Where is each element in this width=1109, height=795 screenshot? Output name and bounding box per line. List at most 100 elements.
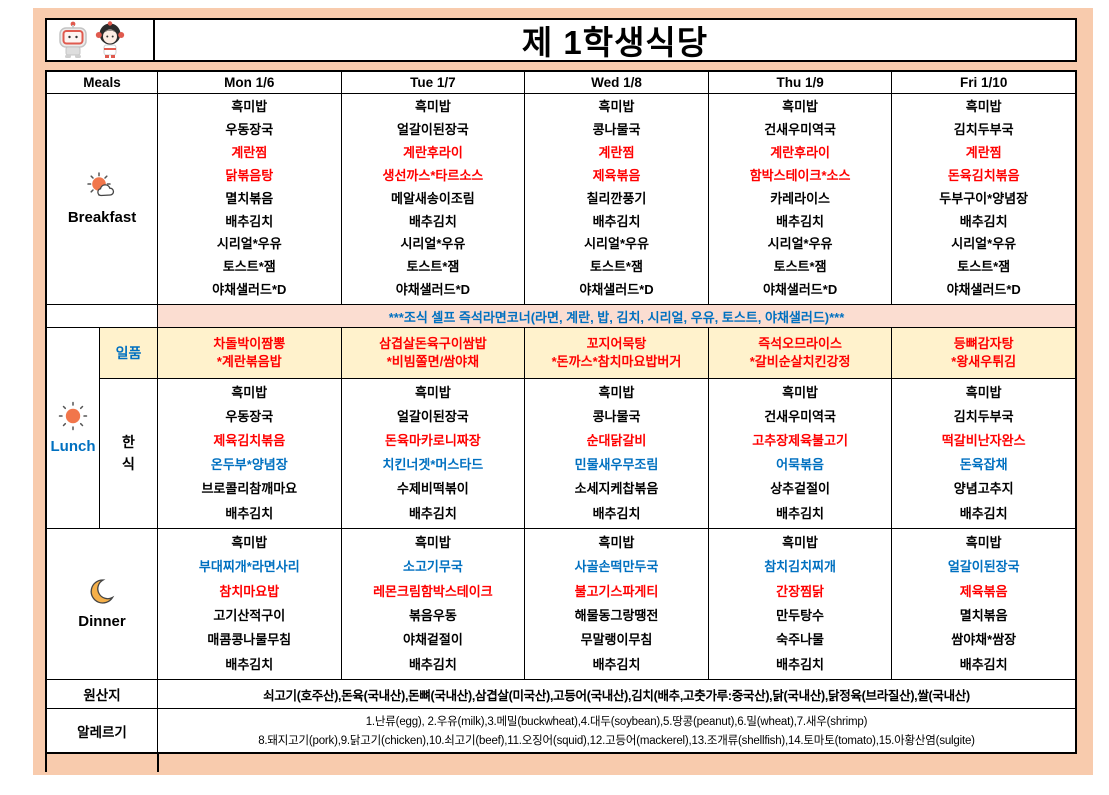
menu-item: 얼갈이된장국 — [397, 408, 469, 424]
ilpum-label-cell: 일품 — [99, 328, 157, 378]
allergy-line-1: 1.난류(egg), 2.우유(milk),3.메밀(buckwheat),4.… — [365, 716, 868, 728]
menu-item: 시리얼*우유 — [584, 236, 649, 252]
dinner-label: Dinner — [78, 613, 126, 630]
menu-item: 토스트*잼 — [590, 259, 643, 275]
menu-item: 상추겉절이 — [770, 481, 830, 497]
menu-item: 함박스테이크*소스 — [749, 167, 851, 183]
menu-item: 시리얼*우유 — [951, 236, 1017, 252]
menu-item: 차돌박이짬뽕 — [213, 335, 286, 351]
menu-item: 우동장국 — [225, 408, 274, 424]
menu-item: 콩나물국 — [592, 408, 641, 424]
menu-item: 참치김치찌개 — [764, 559, 836, 575]
breakfast-menu-thu: 흑미밥 건새우미역국 계란후라이 함박스테이크*소스 카레라이스 배추김치 시리얼*우유 토스… — [707, 94, 892, 304]
breakfast-note-row: ***조식 셀프 즉석라면코너(라면, 계란, 밥, 김치, 시리얼, 우유, … — [47, 304, 1075, 327]
girl-mascot-icon — [95, 21, 125, 58]
menu-item: 소고기무국 — [402, 559, 463, 575]
dinner-menu-tue: 흑미밥 소고기무국 레몬크림함박스테이크 볶음우동 야채겉절이 배추김치 — [340, 529, 525, 679]
menu-item: 계란찜 — [598, 144, 635, 160]
menu-item: 레몬크림함박스테이크 — [373, 583, 493, 599]
menu-item: 계란찜 — [231, 144, 268, 160]
ilpum-menu-fri: 등뼈감자탕 *왕새우튀김 — [891, 328, 1075, 378]
menu-item: 흑미밥 — [782, 384, 819, 400]
menu-item: 브로콜리참깨마요 — [201, 481, 298, 497]
menu-item: 순대닭갈비 — [586, 433, 647, 449]
menu-item: 숙주나물 — [776, 632, 825, 648]
lunch-block: Lunch 일품 차돌박이짬뽕 *계란볶음밥 삼겹살돈육구이쌈밥 *비빔쫄면/쌈야채… — [47, 327, 1075, 528]
allergy-label: 알레르기 — [77, 724, 127, 740]
menu-item: 등뼈감자탕 — [953, 335, 1014, 351]
title-row: 제 1학생식당 — [45, 18, 1077, 62]
menu-item: 배추김치 — [959, 505, 1008, 521]
menu-item: 어묵볶음 — [776, 457, 825, 473]
breakfast-menu-fri: 흑미밥 김치두부국 계란찜 돈육김치볶음 두부구이*양념장 배추김치 시리얼*우유 토스트*잼… — [891, 94, 1075, 304]
bottom-strip — [45, 754, 1079, 772]
menu-item: 흑미밥 — [231, 384, 268, 400]
menu-item: 콩나물국 — [592, 122, 641, 138]
menu-item: 불고기스파게티 — [574, 583, 659, 599]
menu-item: 야채샐러드*D — [762, 282, 838, 298]
menu-item: 얼갈이된장국 — [397, 122, 469, 138]
menu-item: 배추김치 — [225, 656, 274, 672]
breakfast-menu-wed: 흑미밥 콩나물국 계란찜 제육볶음 칠리깐풍기 배추김치 시리얼*우유 토스트*잼 야채샐러드*… — [524, 94, 708, 304]
menu-item: 계란찜 — [965, 144, 1002, 160]
menu-item: 흑미밥 — [414, 99, 451, 115]
menu-item: 배추김치 — [592, 656, 641, 672]
menu-item: 배추김치 — [408, 505, 457, 521]
menu-item: 배추김치 — [225, 505, 274, 521]
menu-item: 돈육마카로니짜장 — [385, 433, 481, 449]
hansik-label-cell: 한식 — [99, 378, 157, 528]
menu-item: *계란볶음밥 — [216, 353, 282, 369]
menu-item: 김치두부국 — [953, 122, 1014, 138]
menu-item: 흑미밥 — [965, 99, 1002, 115]
header-row: Meals Mon 1/6 Tue 1/7 Wed 1/8 Thu 1/9 Fr… — [47, 72, 1075, 93]
dinner-label-cell: Dinner — [47, 529, 157, 679]
column-header-meals: Meals — [83, 75, 121, 90]
menu-item: 소세지케찹볶음 — [574, 481, 659, 497]
menu-item: *비빔쫄면/쌈야채 — [386, 353, 480, 369]
menu-item: 돈육김치볶음 — [947, 167, 1020, 183]
menu-item: 간장찜닭 — [776, 583, 825, 599]
ilpum-menu-mon: 차돌박이짬뽕 *계란볶음밥 — [157, 328, 341, 378]
menu-item: 건새우미역국 — [764, 122, 836, 138]
menu-item: 제육볶음 — [592, 167, 641, 183]
allergy-row: 알레르기 1.난류(egg), 2.우유(milk),3.메밀(buckwhea… — [47, 708, 1075, 752]
menu-item: 멸치볶음 — [225, 190, 274, 206]
mascot-logo — [45, 18, 155, 62]
menu-item: 흑미밥 — [782, 99, 819, 115]
menu-item: 흑미밥 — [231, 534, 268, 550]
menu-panel: 제 1학생식당 Meals Mon 1/6 Tue 1/7 Wed 1/8 Th… — [33, 8, 1093, 775]
menu-item: 사골손떡만두국 — [574, 559, 659, 575]
menu-item: 고기산적구이 — [213, 607, 286, 623]
breakfast-menu-tue: 흑미밥 얼갈이된장국 계란후라이 생선까스*타르소스 메알새송이조림 배추김치 시리얼*우유… — [340, 94, 525, 304]
menu-item: 매콤콩나물무침 — [207, 632, 292, 648]
menu-item: 계란후라이 — [770, 144, 830, 160]
bottom-strip-divider — [157, 754, 159, 772]
menu-item: 제육볶음 — [959, 583, 1008, 599]
menu-item: 배추김치 — [225, 213, 274, 229]
menu-item: 볶음우동 — [408, 607, 457, 623]
menu-item: 두부구이*양념장 — [939, 190, 1029, 206]
menu-item: 제육김치볶음 — [213, 433, 286, 449]
menu-item: 치킨너겟*머스타드 — [382, 457, 484, 473]
menu-item: 시리얼*우유 — [767, 236, 833, 252]
menu-item: 토스트*잼 — [957, 259, 1011, 275]
robot-mascot-icon — [59, 21, 87, 58]
hansik-menu-tue: 흑미밥 얼갈이된장국 돈육마카로니짜장 치킨너겟*머스타드 수제비떡볶이 배추김치 — [340, 378, 525, 528]
menu-item: 흑미밥 — [598, 534, 635, 550]
hansik-menu-fri: 흑미밥 김치두부국 떡갈비난자완스 돈육잡채 양념고추지 배추김치 — [891, 378, 1075, 528]
menu-item: 흑미밥 — [965, 534, 1002, 550]
menu-item: 민물새우무조림 — [574, 457, 659, 473]
menu-item: 토스트*잼 — [406, 259, 460, 275]
day-header-wed: Wed 1/8 — [524, 72, 708, 93]
day-header-thu: Thu 1/9 — [707, 72, 892, 93]
ilpum-menu-wed: 꼬지어묵탕 *돈까스*참치마요밥버거 — [524, 328, 708, 378]
menu-item: 야채샐러드*D — [395, 282, 471, 298]
crescent-moon-icon — [90, 579, 115, 604]
menu-item: 온두부*양념장 — [210, 457, 288, 473]
hansik-label: 한식 — [122, 433, 135, 472]
menu-item: 배추김치 — [592, 213, 641, 229]
menu-item: 카레라이스 — [770, 190, 830, 206]
menu-item: 꼬지어묵탕 — [586, 335, 647, 351]
menu-item: 계란후라이 — [402, 144, 463, 160]
menu-item: 야채샐러드*D — [579, 282, 654, 298]
